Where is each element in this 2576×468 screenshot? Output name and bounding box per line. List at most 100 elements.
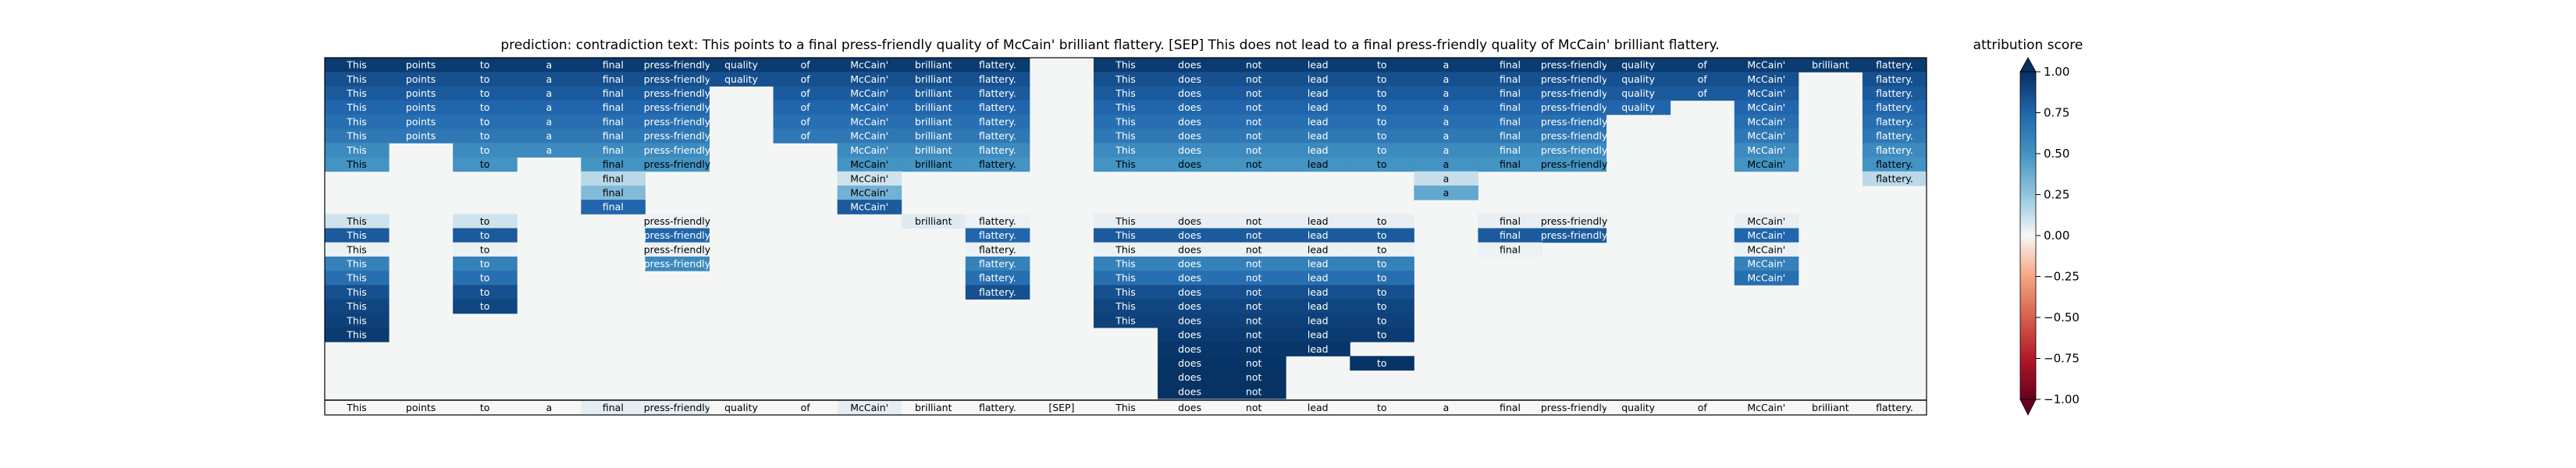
heatmap-cell bbox=[1158, 384, 1222, 399]
cell-token-label: does bbox=[1178, 130, 1201, 142]
cell-token-label: points bbox=[406, 101, 436, 113]
cell-token-label: to bbox=[480, 115, 490, 127]
heatmap-cell bbox=[837, 72, 902, 87]
heatmap-cell bbox=[1414, 86, 1478, 101]
heatmap-cell bbox=[1350, 143, 1414, 158]
cell-token-label: McCain' bbox=[850, 172, 888, 184]
heatmap-cell bbox=[1286, 114, 1350, 129]
cell-token-label: does bbox=[1178, 300, 1201, 312]
cell-token-label: not bbox=[1246, 258, 1262, 270]
heatmap-cell bbox=[453, 256, 518, 271]
heatmap-cell bbox=[1286, 129, 1350, 144]
heatmap-cell bbox=[837, 86, 902, 101]
heatmap-cell bbox=[1158, 114, 1222, 129]
cell-token-label: This bbox=[1115, 258, 1136, 270]
cell-token-label: a bbox=[1443, 59, 1450, 71]
heatmap-cell bbox=[1350, 72, 1414, 87]
token-axis-cell bbox=[1606, 400, 1671, 415]
cell-token-label: to bbox=[480, 286, 490, 298]
heatmap-cell bbox=[645, 72, 710, 87]
cell-token-label: brilliant bbox=[915, 158, 952, 170]
token-axis-cell bbox=[325, 400, 390, 415]
token-axis-cell bbox=[1093, 400, 1158, 415]
cell-token-label: McCain' bbox=[1747, 87, 1785, 99]
heatmap-cell bbox=[1286, 271, 1350, 285]
heatmap-cell bbox=[1158, 143, 1222, 158]
cell-token-label: a bbox=[546, 101, 552, 113]
cell-token-label: to bbox=[1377, 59, 1387, 71]
cell-token-label: lead bbox=[1308, 343, 1329, 355]
cell-token-label: final bbox=[603, 201, 624, 213]
cell-token-label: McCain' bbox=[850, 101, 888, 113]
heatmap-cell bbox=[517, 58, 582, 73]
cell-token-label: does bbox=[1178, 243, 1201, 255]
cell-token-label: points bbox=[406, 87, 436, 99]
heatmap-cell bbox=[1093, 72, 1158, 87]
cell-token-label: of bbox=[801, 73, 811, 85]
heatmap-cell bbox=[1222, 228, 1286, 243]
cell-token-label: This bbox=[1115, 73, 1136, 85]
heatmap-cell bbox=[1350, 129, 1414, 144]
cell-token-label: does bbox=[1178, 158, 1201, 170]
heatmap-cell bbox=[517, 72, 582, 87]
heatmap-cell bbox=[1478, 214, 1543, 229]
cell-token-label: flattery. bbox=[979, 243, 1016, 255]
cell-token-label: lead bbox=[1308, 314, 1329, 326]
cell-token-label: flattery. bbox=[1876, 115, 1913, 127]
heatmap-cell bbox=[1222, 72, 1286, 87]
cell-token-label: This bbox=[346, 144, 367, 156]
heatmap-cell bbox=[709, 72, 774, 87]
cell-token-label: a bbox=[546, 59, 552, 71]
cell-token-label: a bbox=[1443, 158, 1450, 170]
colorbar-top-extension bbox=[2019, 57, 2037, 73]
heatmap-cell bbox=[1862, 157, 1927, 172]
cell-token-label: final bbox=[1500, 59, 1521, 71]
heatmap-cell bbox=[581, 58, 646, 73]
heatmap-cell bbox=[1158, 100, 1222, 115]
cell-token-label: McCain' bbox=[1747, 272, 1785, 284]
heatmap-cell bbox=[1606, 72, 1671, 87]
cell-token-label: a bbox=[1443, 186, 1450, 198]
cell-token-label: not bbox=[1246, 73, 1262, 85]
cell-token-label: This bbox=[346, 101, 367, 113]
cell-token-label: This bbox=[346, 300, 367, 312]
cell-token-label: to bbox=[480, 258, 490, 270]
cell-token-label: McCain' bbox=[850, 130, 888, 142]
heatmap-cell bbox=[1222, 370, 1286, 385]
cell-token-label: does bbox=[1178, 115, 1201, 127]
cell-token-label: flattery. bbox=[979, 73, 1016, 85]
heatmap-cell bbox=[1350, 242, 1414, 257]
cell-token-label: This bbox=[346, 87, 367, 99]
cell-token-label: final bbox=[603, 186, 624, 198]
heatmap-cell bbox=[1734, 58, 1799, 73]
cell-token-label: not bbox=[1246, 385, 1262, 397]
heatmap-cell bbox=[837, 171, 902, 186]
heatmap-cell bbox=[1222, 100, 1286, 115]
cell-token-label: This bbox=[1115, 272, 1136, 284]
colorbar-ticks: 1.00 0.75 0.50 0.25 0.00 −0.25 −0.50 −0.75 −1.00 bbox=[2036, 65, 2080, 406]
heatmap-cell bbox=[389, 58, 454, 73]
heatmap-cell bbox=[837, 157, 902, 172]
cell-token-label: quality bbox=[724, 73, 758, 85]
heatmap-cell bbox=[1286, 299, 1350, 314]
token-tick-label: a bbox=[1443, 402, 1450, 413]
cell-token-label: McCain' bbox=[850, 87, 888, 99]
token-axis-cell bbox=[1158, 400, 1222, 415]
heatmap-cell bbox=[581, 100, 646, 115]
colorbar-tick-label: 0.50 bbox=[2044, 147, 2069, 161]
heatmap-cell bbox=[1350, 228, 1414, 243]
heatmap-cell bbox=[1862, 143, 1927, 158]
heatmap-cell bbox=[1670, 72, 1735, 87]
heatmap-cell bbox=[389, 86, 454, 101]
heatmap-cell bbox=[453, 100, 518, 115]
cell-token-label: quality bbox=[1621, 87, 1655, 99]
cell-token-label: to bbox=[1377, 300, 1387, 312]
heatmap-cell bbox=[1158, 313, 1222, 328]
chart-title: prediction: contradiction text: This poi… bbox=[500, 37, 1719, 53]
token-axis-cell bbox=[773, 400, 838, 415]
heatmap-cell bbox=[1862, 86, 1927, 101]
cell-token-label: lead bbox=[1308, 272, 1329, 284]
heatmap-cell bbox=[581, 114, 646, 129]
heatmap-cell bbox=[1862, 72, 1927, 87]
heatmap-cell bbox=[325, 242, 390, 257]
